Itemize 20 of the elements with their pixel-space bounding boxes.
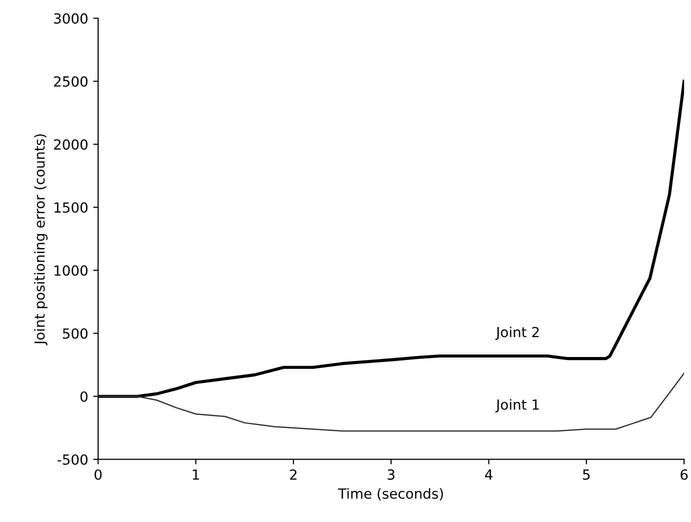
y-tick-label: 0 — [80, 391, 88, 402]
y-tick-label: -500 — [58, 454, 88, 465]
series-label: Joint 2 — [495, 326, 539, 340]
x-tick-label: 1 — [192, 470, 199, 480]
x-tick-label: 4 — [485, 470, 492, 480]
y-tick-label: 2000 — [54, 139, 88, 150]
y-tick-label: 2500 — [54, 76, 88, 87]
y-tick-label: 1500 — [54, 202, 88, 213]
line-series — [98, 372, 684, 432]
x-tick-label: 6 — [680, 469, 688, 480]
x-tick-label: 0 — [94, 469, 102, 480]
series-label: Joint 1 — [495, 399, 539, 412]
x-tick-label: 2 — [290, 469, 296, 480]
x-tick-label: 5 — [583, 470, 590, 480]
y-tick-label: 1000 — [54, 265, 88, 276]
y-axis-title: Joint positioning error (counts) — [34, 134, 48, 346]
y-tick-label: 500 — [62, 328, 88, 339]
y-tick-label: 3000 — [54, 13, 88, 24]
x-tick-label: 3 — [388, 469, 394, 480]
x-axis-title: Time (seconds) — [338, 488, 443, 500]
